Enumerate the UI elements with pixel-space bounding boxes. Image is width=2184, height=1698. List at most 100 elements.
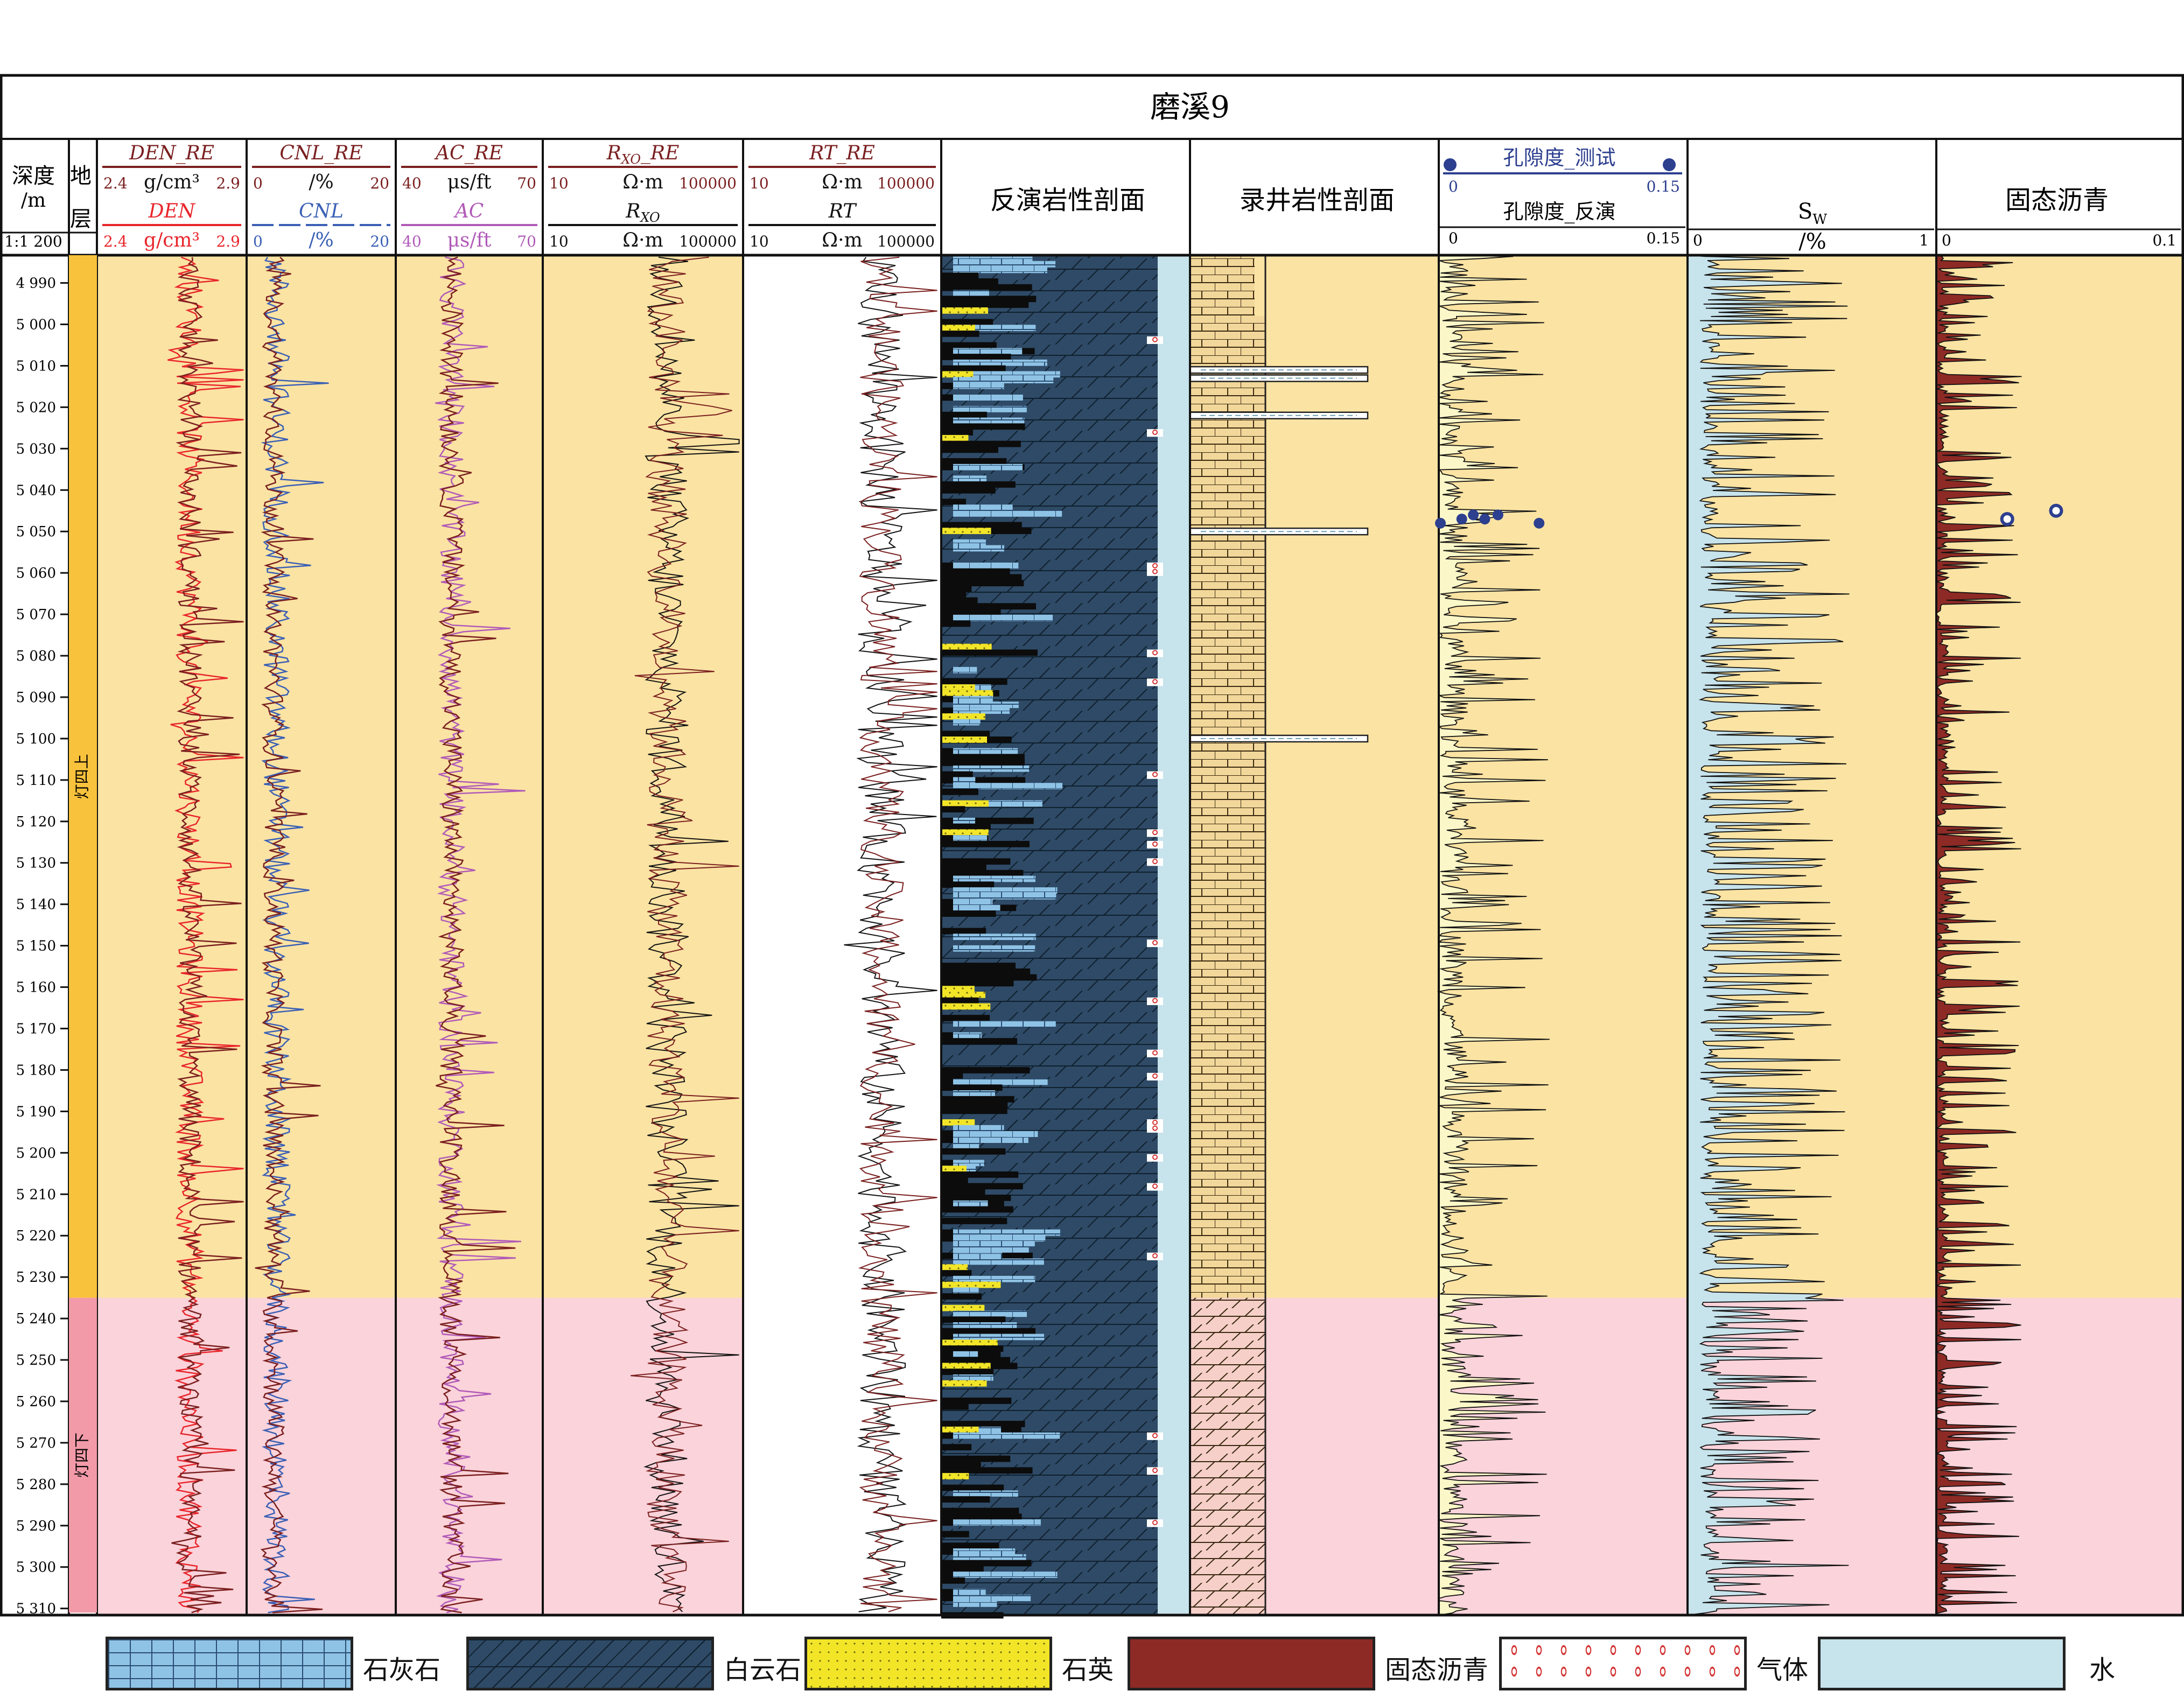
inversion-bitumen-band: [941, 1513, 1022, 1520]
track-ac-max: 70: [517, 233, 536, 250]
inversion-gas-mark: [1152, 771, 1158, 777]
upper-zone-bg: [1936, 255, 2184, 1298]
track-ac-name: AC: [453, 200, 484, 222]
inversion-gas-band: [1147, 1252, 1163, 1260]
inversion-bitumen-band: [941, 1067, 1030, 1073]
inversion-bitumen-band: [941, 1507, 1019, 1514]
logging-limestone-top-pattern: [1190, 255, 1255, 317]
track-rxo-max: 100000: [679, 174, 737, 192]
strat-unit-1: [69, 255, 97, 1298]
depth-tick-label: 5 080: [16, 648, 56, 664]
inversion-quartz-band: [941, 371, 974, 378]
inversion-gas-mark: [1152, 859, 1158, 865]
inversion-limestone-band: [953, 1090, 995, 1097]
bitumen-min: 0: [1942, 231, 1951, 249]
inversion-bitumen-band: [941, 928, 986, 935]
depth-tick-label: 5 120: [16, 814, 56, 830]
track-ac-min: 40: [402, 233, 422, 250]
inversion-limestone-band: [953, 934, 1036, 941]
inversion-limestone-band: [953, 1287, 979, 1294]
inversion-gas-band: [1147, 1119, 1163, 1127]
depth-tick-label: 5 150: [16, 938, 56, 955]
inversion-bitumen-band: [941, 963, 1016, 969]
depth-tick-label: 5 110: [16, 773, 56, 789]
inversion-bitumen-band: [941, 1357, 1010, 1364]
track-rt-max: 100000: [877, 174, 935, 192]
inversion-bitumen-band: [941, 731, 990, 738]
depth-tick-label: 5 240: [16, 1311, 56, 1327]
inversion-bitumen-band: [941, 429, 974, 436]
inversion-limestone-band: [953, 1275, 1035, 1282]
inversion-limestone-band: [953, 510, 1062, 517]
inversion-limestone-band: [953, 1252, 1003, 1259]
inversion-gas-band: [1147, 678, 1163, 686]
legend-bitumen-swatch: [1128, 1637, 1375, 1690]
inversion-gas-mark: [1152, 830, 1158, 836]
inversion-gas-mark: [1152, 1183, 1158, 1189]
inversion-gas-band: [1147, 1432, 1163, 1440]
inversion-bitumen-band: [941, 789, 978, 795]
inversion-bitumen-band: [941, 458, 1007, 465]
sw-label: SW: [1798, 199, 1827, 228]
inversion-limestone-band: [953, 545, 1004, 552]
track-den-name: DEN: [148, 200, 196, 222]
inversion-limestone-band: [953, 1142, 979, 1149]
sw-max: 1: [1919, 231, 1929, 249]
inversion-bitumen-band: [941, 678, 1007, 685]
core-test-points: [1435, 503, 2063, 529]
inversion-limestone-band: [953, 261, 1056, 268]
inversion-limestone-band: [953, 382, 1004, 389]
track-den-name: DEN_RE: [129, 142, 214, 164]
rt-curve: [844, 257, 937, 1612]
log-curves: [167, 254, 2022, 1617]
inversion-bitumen-band: [941, 1038, 1017, 1044]
inversion-limestone-band: [953, 1334, 1045, 1341]
inversion-quartz-band: [941, 643, 992, 650]
depth-tick-label: 5 300: [16, 1560, 56, 1576]
inversion-bitumen-band: [941, 864, 986, 871]
bitumen-max: 0.1: [2152, 231, 2176, 249]
bitumen-test-point: [2049, 503, 2063, 518]
depth-tick-label: 5 270: [16, 1435, 56, 1451]
inversion-bitumen-band: [941, 301, 1029, 308]
inversion-gas-mark: [1152, 1433, 1158, 1439]
inversion-limestone-band: [953, 1589, 986, 1596]
inversion-bitumen-band: [941, 440, 1021, 447]
chart-title: 磨溪9: [1150, 90, 1230, 125]
track-ac-unit: μs/ft: [447, 229, 492, 251]
inversion-quartz-band: [941, 986, 975, 993]
inversion-bitumen-band: [941, 331, 979, 337]
inversion-bitumen-band: [941, 1577, 965, 1584]
track-den-min: 2.4: [103, 233, 128, 250]
inversion-bitumen-band: [941, 881, 995, 888]
track-cnl-min: 0: [253, 174, 263, 192]
den-curve: [167, 256, 244, 1613]
inversion-limestone-band: [953, 1078, 1048, 1085]
track-ac-max: 70: [517, 174, 536, 192]
inversion-quartz-band: [941, 528, 991, 535]
logging-lithology-column: [1189, 254, 1369, 1616]
inversion-limestone-band: [953, 464, 1023, 471]
inversion-bitumen-band: [941, 423, 1025, 430]
track-rt-max: 100000: [877, 233, 935, 250]
inversion-quartz-band: [941, 1003, 991, 1010]
inversion-bitumen-band: [941, 394, 963, 401]
inversion-limestone-band: [953, 475, 987, 482]
inversion-bitumen-band: [941, 1566, 984, 1573]
inversion-gas-mark: [1152, 1253, 1158, 1259]
inversion-limestone-band: [953, 1322, 1017, 1329]
inversion-limestone-band: [953, 504, 1013, 511]
inversion-bitumen-band: [941, 858, 1011, 865]
inversion-bitumen-band: [941, 1369, 994, 1375]
inversion-bitumen-band: [941, 817, 1034, 824]
track-cnl-unit: /%: [309, 229, 333, 251]
inversion-quartz-band: [941, 325, 975, 332]
inversion-limestone-band: [953, 394, 1023, 401]
porosity-test-point: [1435, 517, 1446, 529]
inversion-limestone-band: [953, 707, 1010, 714]
inversion-bitumen-band: [941, 910, 996, 917]
inversion-quartz-band: [941, 1339, 998, 1346]
depth-tick-label: 5 280: [16, 1477, 56, 1493]
legend-limestone-swatch: [106, 1637, 353, 1690]
inversion-gas-band: [1147, 939, 1163, 948]
